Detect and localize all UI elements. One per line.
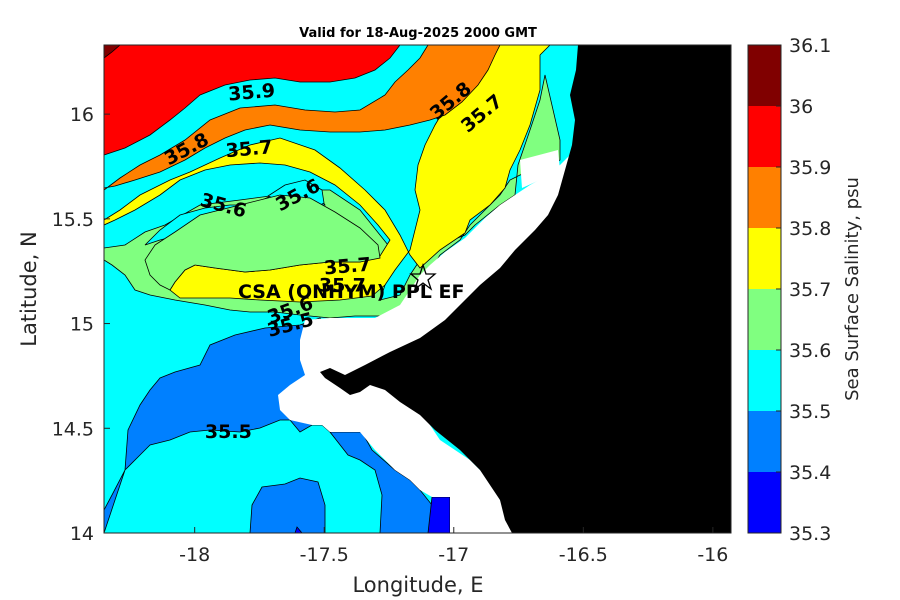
station-star-icon (409, 262, 437, 291)
x-axis-label: Longitude, E (352, 573, 483, 597)
figure-title: Valid for 18-Aug-2025 2000 GMT (299, 26, 537, 41)
contour-label: 35.7 (323, 254, 372, 280)
y-axis: 14 14.5 15 15.5 16 (52, 104, 110, 545)
colorbar-swatch (748, 411, 781, 472)
salinity-band-36.0-36.1 (104, 45, 121, 59)
y-tick-label: 15.5 (52, 209, 94, 231)
colorbar-tick-label: 36 (789, 96, 813, 118)
map-plot-area: CSA (ONHYM) PPL EF 35.935.8 35.735.835.73… (104, 45, 731, 533)
y-tick-label: 14.5 (52, 418, 94, 440)
x-tick-label: -18 (179, 544, 210, 566)
x-tick-label: -17 (438, 544, 469, 566)
colorbar-swatch (748, 472, 781, 533)
colorbar-swatch (748, 350, 781, 411)
salinity-band-35.7-35.8 (104, 45, 551, 303)
colorbar-swatch (748, 45, 781, 106)
colorbar-swatch (748, 228, 781, 289)
land-mass (320, 45, 731, 533)
contour-label: 35.7 (225, 136, 274, 162)
colorbar-tick-label: 35.9 (789, 157, 831, 179)
no-data-inlet (520, 150, 560, 188)
colorbar-tick-label: 36.1 (789, 35, 831, 57)
contour-label: 35.5 (205, 421, 252, 443)
no-data-coastal-strip (278, 45, 600, 533)
colorbar-tick-label: 35.7 (789, 279, 831, 301)
colorbar: 35.3 35.4 35.5 35.6 35.7 35.8 35.9 36 36.1 (747, 35, 831, 545)
salinity-band-35.8-35.9 (104, 45, 501, 191)
salinity-band-35.4-35.5-south (249, 477, 326, 533)
colorbar-swatch (748, 289, 781, 350)
colorbar-tick-label: 35.6 (789, 340, 831, 362)
colorbar-tick-label: 35.4 (789, 462, 831, 484)
colorbar-swatch (748, 167, 781, 228)
x-tick-label: -16 (697, 544, 728, 566)
salinity-loop-35.6-35.7 (144, 194, 381, 291)
contour-label: 35.9 (227, 80, 276, 106)
salinity-band-35.9-36.0 (104, 45, 401, 156)
contour-label: 35.7 (319, 274, 366, 296)
x-tick-label: -16.5 (559, 544, 608, 566)
y-tick-label: 16 (70, 104, 94, 126)
colorbar-tick-label: 35.5 (789, 401, 831, 423)
y-tick-label: 14 (70, 523, 94, 545)
x-axis: -18 -17.5 -17 -16.5 -16 (179, 527, 728, 566)
y-axis-label: Latitude, N (17, 231, 41, 347)
x-tick-label: -17.5 (300, 544, 349, 566)
colorbar-swatch (748, 106, 781, 167)
y-tick-label: 15 (70, 314, 94, 336)
colorbar-tick-label: 35.8 (789, 218, 831, 240)
plot-frame (103, 44, 732, 534)
colorbar-label: Sea Surface Salinity, psu (842, 177, 863, 401)
station-label: CSA (ONHYM) PPL EF (238, 281, 464, 303)
colorbar-tick-label: 35.3 (789, 523, 831, 545)
